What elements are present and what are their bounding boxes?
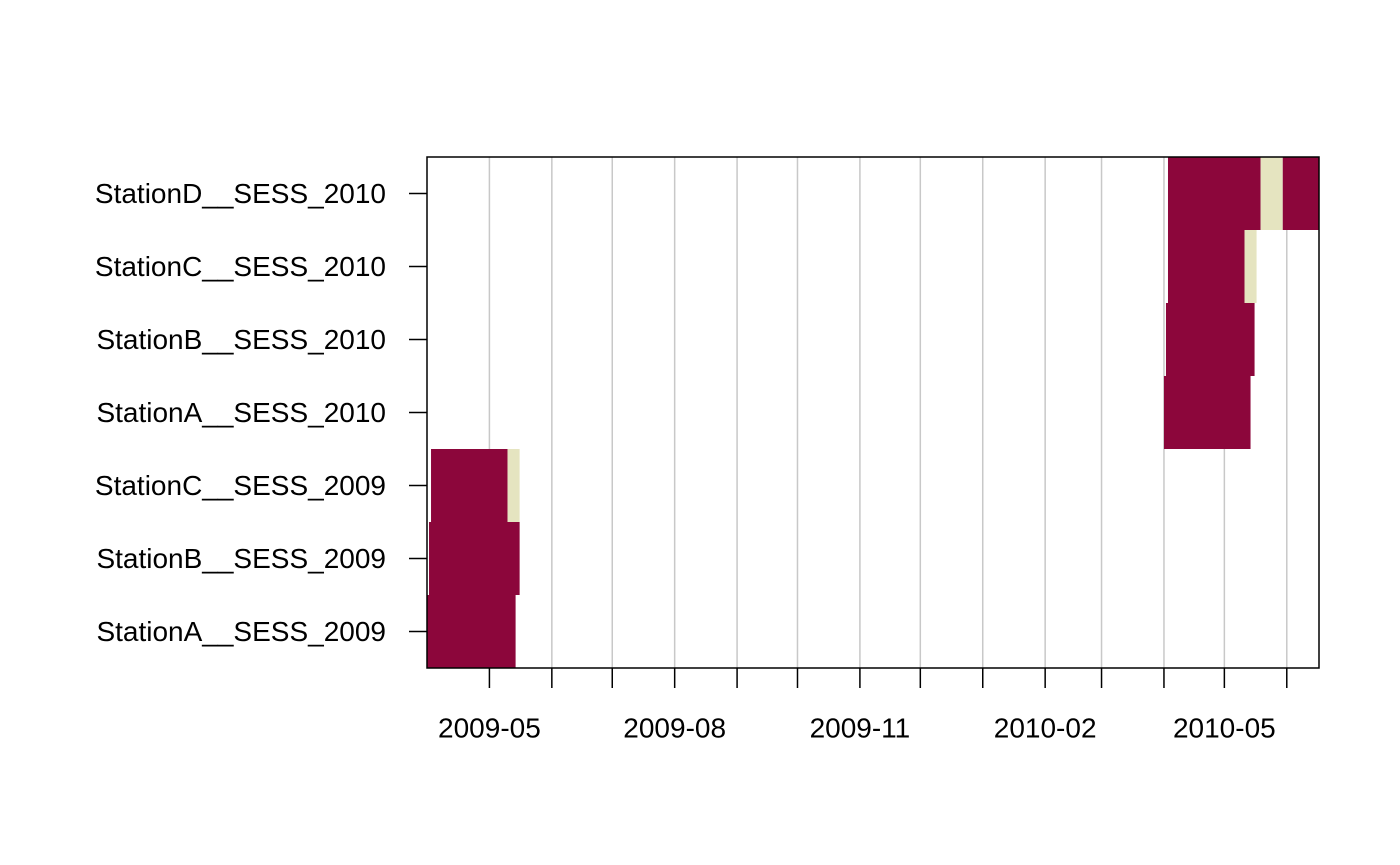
segment-StationC__SESS_2009-1 — [507, 449, 520, 522]
segment-StationD__SESS_2010-0 — [1167, 157, 1261, 230]
row-label: StationA__SESS_2010 — [96, 397, 386, 428]
row-label: StationD__SESS_2010 — [95, 178, 386, 209]
segment-StationC__SESS_2010-0 — [1167, 230, 1245, 303]
y-axis: StationA__SESS_2009 StationB__SESS_2009 St… — [95, 178, 427, 647]
x-tick-label: 2009-11 — [810, 713, 911, 744]
x-tick-label: 2009-05 — [438, 713, 541, 744]
bars — [427, 157, 1319, 668]
segment-StationB__SESS_2010-0 — [1165, 303, 1255, 376]
row-label: StationA__SESS_2009 — [96, 616, 386, 647]
row-label: StationB__SESS_2010 — [96, 324, 386, 355]
segment-StationA__SESS_2009-0 — [427, 595, 516, 668]
segment-StationC__SESS_2010-1 — [1244, 230, 1257, 303]
segment-StationB__SESS_2009-0 — [429, 522, 520, 595]
segment-StationC__SESS_2009-0 — [431, 449, 508, 522]
row-label: StationC__SESS_2009 — [95, 470, 386, 501]
row-label: StationC__SESS_2010 — [95, 251, 386, 282]
x-tick-label: 2009-08 — [623, 713, 726, 744]
segment-StationD__SESS_2010-1 — [1260, 157, 1283, 230]
segment-StationD__SESS_2010-2 — [1282, 157, 1319, 230]
x-tick-label: 2010-02 — [994, 713, 1097, 744]
x-axis: 2009-05 2009-08 2009-11 2010-02 2010-05 — [438, 668, 1288, 744]
x-tick-label: 2010-05 — [1173, 713, 1276, 744]
segment-StationA__SESS_2010-0 — [1163, 376, 1251, 449]
row-label: StationB__SESS_2009 — [96, 543, 386, 574]
